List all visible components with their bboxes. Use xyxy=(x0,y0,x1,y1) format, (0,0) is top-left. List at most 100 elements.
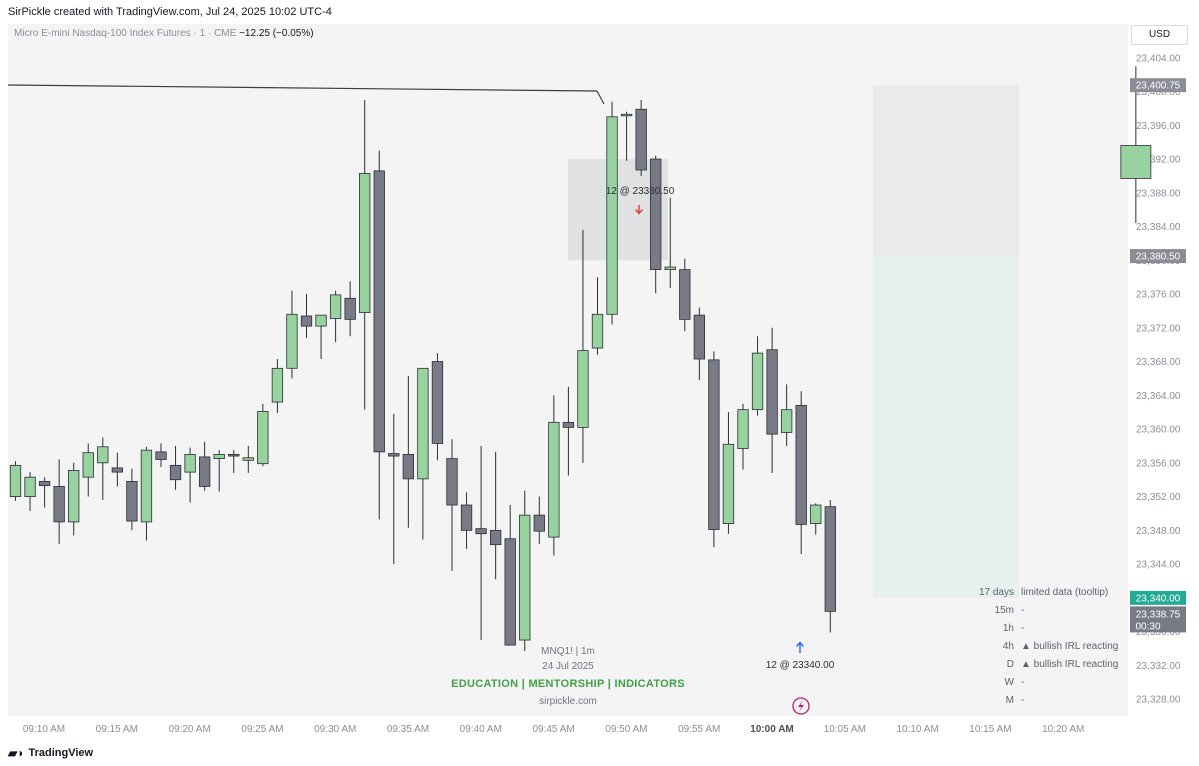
candle-body xyxy=(722,443,735,524)
candle-body xyxy=(169,464,182,481)
bias-table-timeframe: 1h xyxy=(1002,623,1014,634)
candle-body xyxy=(315,314,327,327)
candle-body xyxy=(519,514,531,641)
candle-body xyxy=(664,266,676,270)
tradingview-brand: TradingView xyxy=(28,747,94,759)
bias-table-value: - xyxy=(1021,623,1025,634)
candle-body xyxy=(751,352,764,411)
candle-body xyxy=(548,421,560,538)
candle-body xyxy=(489,529,502,546)
lightning-icon xyxy=(792,697,810,715)
y-tick-label: 23,348.00 xyxy=(1136,526,1181,537)
x-tick-label: 10:05 AM xyxy=(824,724,866,735)
watermark-date: 24 Jul 2025 xyxy=(542,661,594,672)
candle-body xyxy=(9,464,22,497)
candle-body xyxy=(533,514,545,532)
candle-body xyxy=(359,172,371,314)
candle-body xyxy=(228,453,240,457)
x-tick-label: 10:20 AM xyxy=(1042,724,1084,735)
price-label-target-bg xyxy=(1130,590,1186,605)
x-tick-label: 09:45 AM xyxy=(532,724,574,735)
candle-body xyxy=(344,297,356,320)
sell-arrow-icon xyxy=(634,205,644,215)
candle-body xyxy=(53,486,65,523)
candle-body xyxy=(155,451,167,460)
candle-body xyxy=(82,452,94,478)
candle-body xyxy=(446,458,458,506)
bias-table-value: - xyxy=(1021,695,1025,706)
price-label-target: 23,340.00 xyxy=(1136,593,1181,604)
x-tick-label: 09:20 AM xyxy=(168,724,210,735)
bias-table-timeframe: W xyxy=(1004,677,1014,688)
bias-table-value: - xyxy=(1021,605,1025,616)
candle-body xyxy=(693,314,705,360)
price-label-high-bg xyxy=(1130,78,1186,93)
candle-body xyxy=(431,361,444,444)
y-tick-label: 23,344.00 xyxy=(1136,560,1181,571)
tradingview-mark-icon: ▰◗ xyxy=(8,746,25,760)
y-tick-label: 23,336.00 xyxy=(1136,627,1181,638)
y-tick-label: 23,364.00 xyxy=(1136,391,1181,402)
candle-body xyxy=(795,405,807,525)
chart-header-title: SirPickle created with TradingView.com, … xyxy=(8,6,332,18)
candle-body xyxy=(620,113,633,117)
x-tick-label: 09:50 AM xyxy=(605,724,647,735)
candle-body xyxy=(504,538,516,646)
exit-annotation: 12 @ 23340.00 xyxy=(766,660,835,671)
candle-body xyxy=(300,315,313,327)
y-tick-label: 23,368.00 xyxy=(1136,357,1181,368)
price-label-last: 23,338.75 xyxy=(1136,609,1181,620)
y-tick-label: 23,404.00 xyxy=(1136,53,1181,64)
candle-body xyxy=(257,410,269,465)
tradingview-logo[interactable]: ▰◗ TradingView xyxy=(8,746,93,760)
candle-body xyxy=(184,453,196,473)
y-tick-label: 23,400.00 xyxy=(1136,87,1181,98)
candle-body xyxy=(242,457,254,461)
bias-table-value: limited data (tooltip) xyxy=(1021,587,1109,598)
candle-body xyxy=(591,313,604,349)
price-label-last-bg xyxy=(1130,606,1186,633)
candle-body xyxy=(562,421,575,428)
y-tick-label: 23,384.00 xyxy=(1136,222,1181,233)
candle-body xyxy=(577,350,589,428)
candle-body xyxy=(24,476,36,497)
x-tick-label: 09:10 AM xyxy=(23,724,65,735)
currency-button[interactable]: USD xyxy=(1131,25,1188,45)
y-tick-label: 23,332.00 xyxy=(1136,661,1181,672)
bias-table-timeframe: 17 days xyxy=(978,587,1014,598)
x-tick-label: 10:10 AM xyxy=(896,724,938,735)
entry-annotation: 12 @ 23380.50 xyxy=(606,186,675,197)
candle-body xyxy=(111,467,123,473)
candle-body xyxy=(708,359,720,530)
candle-body xyxy=(286,313,298,369)
candle-body xyxy=(766,349,778,435)
x-tick-label: 09:15 AM xyxy=(96,724,138,735)
candle-body xyxy=(460,504,473,531)
y-tick-label: 23,328.00 xyxy=(1136,695,1181,706)
symbol-legend[interactable]: Micro E-mini Nasdaq-100 Index Futures · … xyxy=(14,28,314,39)
y-tick-label: 23,396.00 xyxy=(1136,121,1181,132)
x-tick-label: 09:35 AM xyxy=(387,724,429,735)
price-label-high: 23,400.75 xyxy=(1136,81,1181,92)
candle-body xyxy=(606,116,618,315)
candle-body xyxy=(824,506,836,612)
bias-table-value: ▲ bullish IRL reacting xyxy=(1021,641,1119,652)
y-tick-label: 23,356.00 xyxy=(1136,458,1181,469)
buy-arrow-icon xyxy=(795,641,805,653)
watermark-symbol: MNQ1! | 1m xyxy=(541,646,595,657)
bias-table-timeframe: 15m xyxy=(994,605,1014,616)
y-tick-label: 23,360.00 xyxy=(1136,425,1181,436)
candle-body xyxy=(271,367,284,403)
candle-body xyxy=(388,453,400,457)
x-tick-label: 09:40 AM xyxy=(460,724,502,735)
candle-body xyxy=(635,108,647,171)
bias-table-value: - xyxy=(1021,677,1025,688)
candle-body xyxy=(402,453,415,480)
y-tick-label: 23,388.00 xyxy=(1136,188,1181,199)
candle-body xyxy=(126,480,138,522)
candle-body xyxy=(679,269,691,320)
bias-table-timeframe: M xyxy=(1005,695,1014,706)
candle-body xyxy=(213,453,225,460)
candle-body xyxy=(1120,145,1152,179)
